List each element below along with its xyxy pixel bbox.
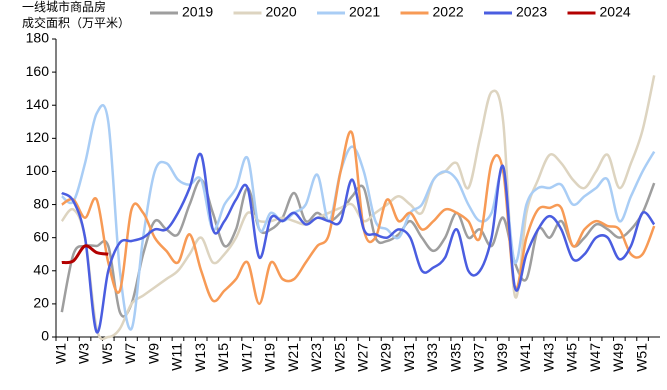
y-axis-title: 一线城市商品房: [22, 0, 106, 14]
x-tick-label: W51: [633, 343, 649, 372]
y-axis-title: 成交面积（万平米）: [22, 15, 130, 30]
y-tick-label: 0: [41, 328, 49, 344]
series-line: [60, 178, 656, 318]
x-tick-label: W45: [564, 343, 580, 372]
y-tick-label: 100: [26, 162, 50, 178]
x-tick-label: W27: [355, 343, 371, 372]
legend-label: 2022: [433, 4, 464, 20]
series-line: [61, 130, 656, 306]
x-tick-label: W29: [378, 343, 394, 372]
series-line: [61, 103, 656, 331]
x-tick-label: W19: [262, 343, 278, 372]
series-line: [61, 244, 109, 265]
y-tick-label: 160: [26, 63, 50, 79]
y-tick-label: 80: [33, 195, 49, 211]
legend-label: 2024: [600, 4, 631, 20]
x-tick-label: W47: [587, 343, 603, 372]
x-tick-label: W3: [76, 343, 92, 364]
x-tick-label: W1: [53, 343, 69, 364]
y-tick-label: 20: [33, 295, 49, 311]
y-tick-label: 180: [26, 30, 50, 46]
y-tick-label: 120: [26, 129, 50, 145]
x-tick-label: W37: [471, 343, 487, 372]
x-tick-label: W21: [285, 343, 301, 372]
legend-label: 2023: [516, 4, 547, 20]
series-line: [61, 152, 656, 334]
x-tick-label: W39: [494, 343, 510, 372]
x-tick-label: W23: [308, 343, 324, 372]
x-tick-label: W9: [145, 343, 161, 364]
x-tick-label: W11: [169, 343, 185, 371]
x-tick-label: W33: [424, 343, 440, 372]
x-tick-label: W31: [401, 343, 417, 372]
x-tick-label: W49: [610, 343, 626, 372]
y-tick-label: 60: [33, 228, 49, 244]
legend-label: 2020: [266, 4, 297, 20]
x-tick-label: W41: [517, 343, 533, 372]
x-tick-label: W35: [447, 343, 463, 372]
x-tick-label: W43: [540, 343, 556, 372]
legend-label: 2019: [182, 4, 213, 20]
x-tick-label: W13: [192, 343, 208, 372]
y-tick-label: 40: [33, 261, 49, 277]
x-tick-label: W25: [331, 343, 347, 372]
x-tick-label: W17: [238, 343, 254, 372]
legend-label: 2021: [349, 4, 380, 20]
x-tick-label: W5: [99, 343, 115, 364]
y-tick-label: 140: [26, 96, 50, 112]
x-tick-label: W15: [215, 343, 231, 372]
x-tick-label: W7: [122, 343, 138, 364]
